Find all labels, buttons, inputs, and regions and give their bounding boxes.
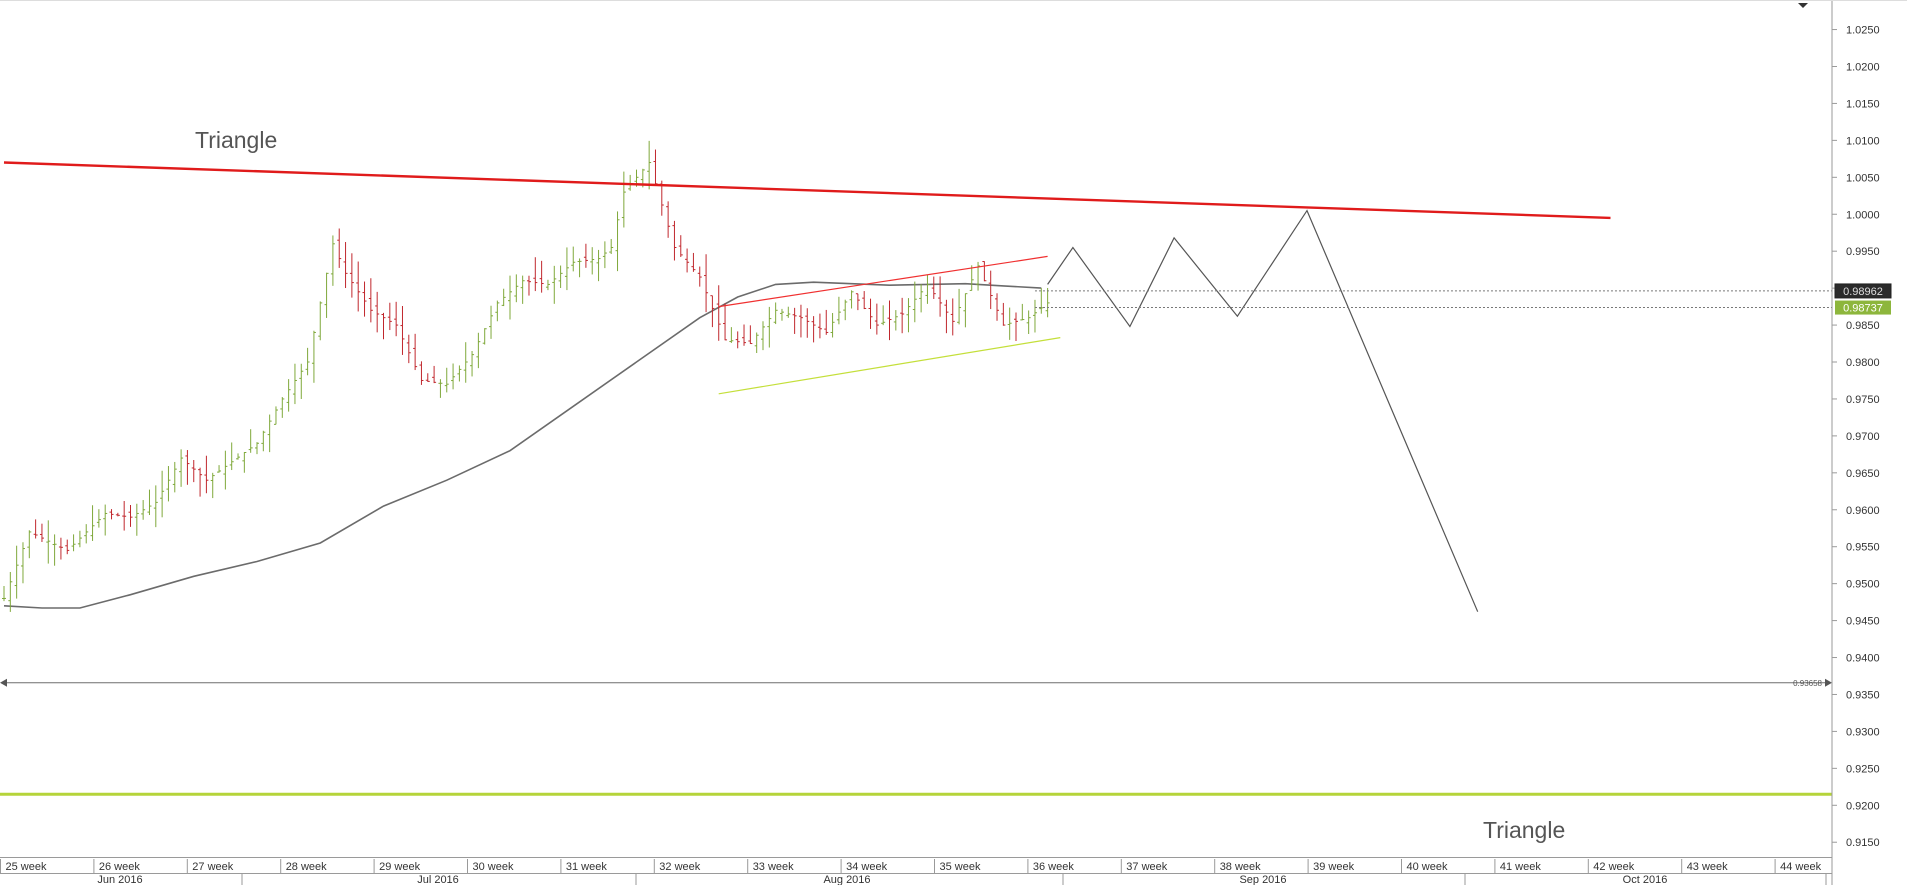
trend-lines [3, 161, 1832, 612]
price-tick-label: 0.9150 [1846, 837, 1880, 849]
week-tick-label: 36 week [1033, 861, 1074, 873]
week-tick-label: 32 week [659, 861, 700, 873]
price-tick-label: 0.9500 [1846, 579, 1880, 591]
price-tick-label: 0.9950 [1846, 246, 1880, 258]
triangle-resistance-line [3, 161, 1611, 220]
month-tick-label: Sep 2016 [1239, 874, 1286, 885]
channel-upper-line [718, 255, 1048, 308]
week-tick-label: 38 week [1220, 861, 1261, 873]
price-label-box [1835, 300, 1891, 315]
price-tick-label: 0.9200 [1846, 800, 1880, 812]
channel-lower-line [718, 337, 1061, 395]
week-tick-label: 44 week [1780, 861, 1821, 873]
price-tick-label: 0.9750 [1846, 394, 1880, 406]
month-tick-label: Jun 2016 [97, 874, 142, 885]
price-tick-label: 0.9300 [1846, 726, 1880, 738]
week-tick-label: 42 week [1593, 861, 1634, 873]
month-tick-label: Jul 2016 [417, 874, 459, 885]
price-tick-label: 1.0200 [1846, 61, 1880, 73]
price-label-box [1834, 283, 1892, 299]
time-axis: 25 week 26 week 27 week 28 week 29 week 30 we… [0, 857, 1832, 886]
current-price-label: 0.98737 [1843, 303, 1883, 315]
price-tick-label: 0.9400 [1846, 653, 1880, 665]
week-tick-label: 31 week [566, 861, 607, 873]
projection-zigzag-line [1047, 209, 1479, 612]
price-tick-label: 0.9600 [1846, 505, 1880, 517]
annotation-triangle-bottom: Triangle [1483, 817, 1565, 843]
price-tick-label: 1.0050 [1846, 172, 1880, 184]
week-tick-label: 25 week [6, 861, 47, 873]
price-bars [2, 140, 1050, 612]
week-tick-label: 37 week [1126, 861, 1167, 873]
price-tick-label: 0.9450 [1846, 616, 1880, 628]
week-tick-label: 40 week [1407, 861, 1448, 873]
level-lines: 0.93658 [0, 678, 1832, 796]
week-tick-label: 28 week [286, 861, 327, 873]
month-tick-label: Oct 2016 [1623, 874, 1668, 885]
moving-average-line [3, 281, 1042, 609]
price-tick-label: 0.9850 [1846, 320, 1880, 332]
week-tick-label: 26 week [99, 861, 140, 873]
week-tick-label: 35 week [940, 861, 981, 873]
level-left-arrow [0, 678, 7, 687]
week-tick-label: 43 week [1687, 861, 1728, 873]
price-tick-label: 0.9550 [1846, 542, 1880, 554]
price-tick-label: 0.9650 [1846, 468, 1880, 480]
level-right-arrow [1825, 678, 1832, 687]
price-tick-label: 0.9700 [1846, 431, 1880, 443]
annotation-triangle-top: Triangle [195, 127, 277, 153]
week-tick-label: 29 week [379, 861, 420, 873]
price-tick-label: 1.0150 [1846, 98, 1880, 110]
price-tick-label: 0.9800 [1846, 357, 1880, 369]
price-tick-label: 1.0100 [1846, 135, 1880, 147]
price-tick-label: 0.9250 [1846, 763, 1880, 775]
week-tick-label: 27 week [192, 861, 233, 873]
month-tick-label: Aug 2016 [823, 874, 870, 885]
price-tick-label: 1.0000 [1846, 209, 1880, 221]
week-tick-label: 34 week [846, 861, 887, 873]
week-tick-label: 41 week [1500, 861, 1541, 873]
week-tick-label: 39 week [1313, 861, 1354, 873]
moving-average-group [3, 281, 1042, 609]
price-labels: 0.98962 0.98737 [1834, 283, 1892, 315]
week-tick-label: 30 week [473, 861, 514, 873]
upper-price-label: 0.98962 [1843, 286, 1883, 298]
price-tick-label: 0.9350 [1846, 689, 1880, 701]
week-tick-label: 33 week [753, 861, 794, 873]
chart-menu-icon[interactable] [1798, 3, 1808, 8]
level-price-label: 0.93658 [1793, 679, 1822, 688]
price-tick-label: 1.0250 [1846, 25, 1880, 37]
